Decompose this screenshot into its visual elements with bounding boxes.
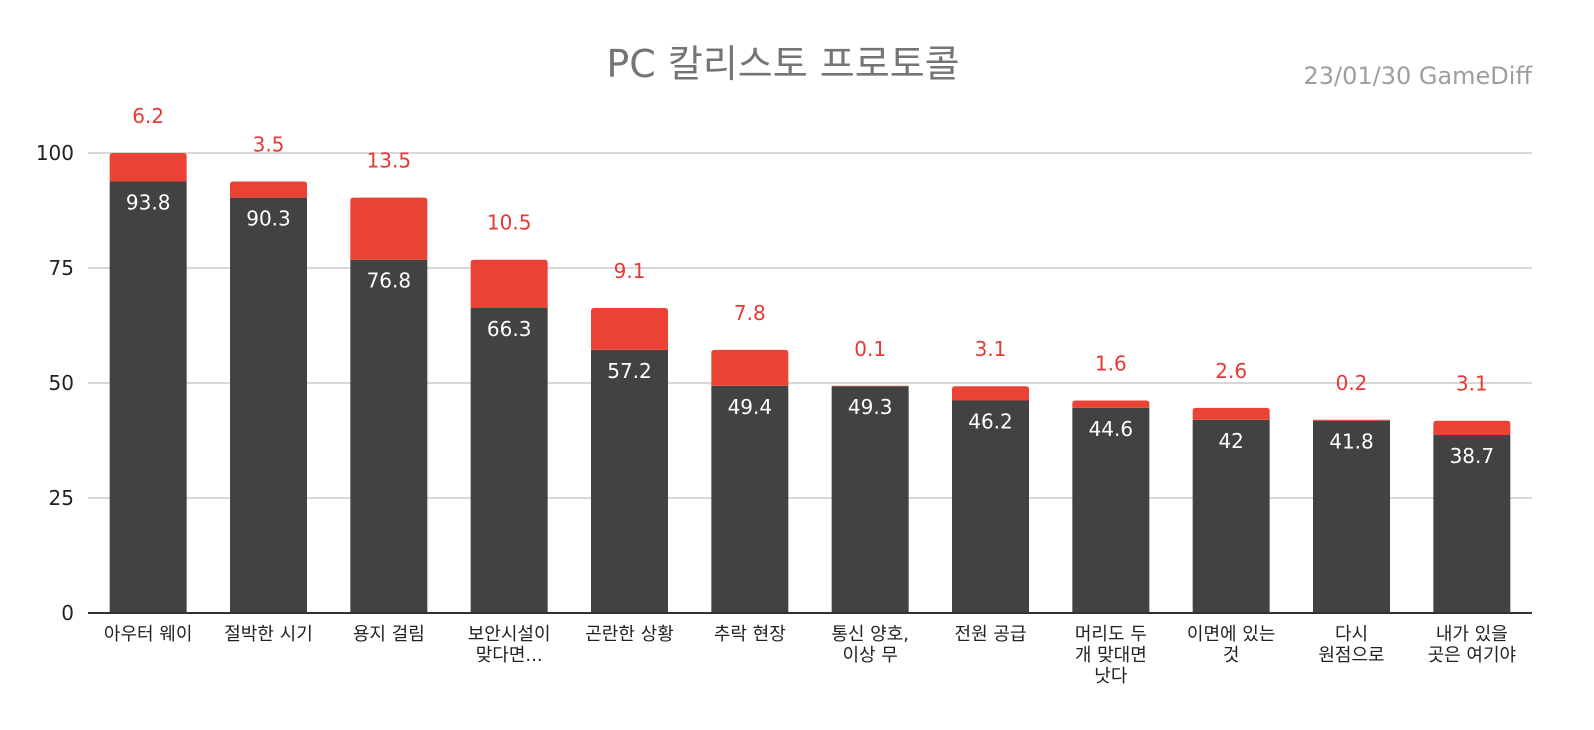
base-value-label: 46.2 [968, 409, 1013, 433]
x-tick-line: 개 맞대면 [1075, 645, 1147, 666]
bar-base-segment [470, 308, 548, 613]
x-tick-line: 원점으로 [1318, 645, 1384, 666]
x-tick-label: 통신 양호, 이상 무 [831, 624, 909, 666]
bar-base-segment [711, 385, 789, 613]
top-value-label: 13.5 [367, 149, 412, 173]
bar-base-segment [1433, 434, 1511, 613]
x-tick-line: 것 [1223, 645, 1240, 666]
grid-lines [88, 152, 1532, 499]
x-tick-label: 추락 현장 [714, 624, 786, 645]
bars [109, 153, 1511, 613]
bar-base-segment [350, 259, 428, 613]
x-tick-line: 추락 현장 [714, 624, 786, 645]
bar-base-segment [1313, 420, 1390, 613]
x-tick-line: 낫다 [1094, 666, 1128, 687]
y-tick-label: 25 [49, 486, 74, 510]
y-tick-label: 75 [49, 256, 74, 280]
x-tick-label: 이면에 있는 것 [1187, 624, 1276, 666]
bar-base-segment [591, 349, 668, 613]
axes: 0 25 50 75 100 아우터 웨이 절박한 시기 용지 걸림 보안시설이 맞다면... 곤란… [36, 141, 1532, 687]
bar-top-segment [1192, 407, 1270, 420]
top-value-label: 0.2 [1336, 371, 1368, 395]
base-value-label: 49.4 [728, 395, 773, 419]
x-tick-label: 용지 걸림 [353, 624, 425, 645]
x-tick-label: 아우터 웨이 [104, 624, 193, 645]
bar-top-segment [952, 386, 1029, 401]
chart-title: PC 칼리스토 프로토콜 [606, 42, 959, 86]
top-value-label: 3.5 [253, 133, 285, 157]
data-labels: 93.8 6.2 90.3 3.5 76.8 13.5 66.3 10.5 57.2 9.1 49.… [126, 104, 1494, 468]
base-value-label: 66.3 [487, 317, 532, 341]
base-value-label: 90.3 [246, 207, 291, 231]
x-tick-label: 내가 있을 곳은 여기야 [1428, 624, 1517, 666]
x-tick-line: 다시 [1335, 624, 1368, 645]
bar-top-segment [230, 181, 307, 198]
y-tick-label: 100 [36, 141, 74, 165]
top-value-label: 9.1 [614, 259, 646, 283]
bar-top-segment [109, 153, 187, 182]
x-tick-line: 보안시설이 [468, 624, 551, 645]
base-value-label: 49.3 [848, 395, 893, 419]
bar-top-segment [1313, 419, 1390, 421]
x-tick-label: 곤란한 상황 [585, 624, 674, 645]
y-tick-label: 50 [49, 371, 74, 395]
top-value-label: 6.2 [132, 104, 164, 128]
x-tick-line: 이면에 있는 [1187, 624, 1276, 645]
x-tick-label: 절박한 시기 [224, 624, 313, 645]
x-tick-line: 아우터 웨이 [104, 624, 193, 645]
top-value-label: 0.1 [854, 337, 886, 361]
bar-top-segment [1433, 420, 1511, 435]
top-value-label: 1.6 [1095, 351, 1127, 375]
x-tick-line: 맞다면... [476, 645, 543, 666]
bar-base-segment [1192, 419, 1270, 613]
chart-subtitle: 23/01/30 GameDiff [1303, 62, 1532, 90]
bar-base-segment [230, 197, 307, 613]
top-value-label: 10.5 [487, 211, 532, 235]
x-tick-line: 곤란한 상황 [585, 624, 674, 645]
bar-base-segment [109, 181, 187, 613]
bar-top-segment [591, 308, 668, 350]
bar-base-segment [831, 386, 909, 613]
top-value-label: 7.8 [734, 301, 766, 325]
base-value-label: 93.8 [126, 191, 171, 215]
base-value-label: 44.6 [1089, 417, 1134, 441]
x-tick-line: 곳은 여기야 [1428, 645, 1517, 666]
x-tick-line: 전원 공급 [955, 624, 1027, 645]
x-tick-line: 이상 무 [842, 645, 897, 666]
y-tick-label: 0 [61, 601, 74, 625]
x-tick-label: 전원 공급 [955, 624, 1027, 645]
bar-top-segment [470, 259, 548, 309]
top-value-label: 3.1 [1456, 372, 1488, 396]
bar-top-segment [711, 349, 789, 386]
x-tick-label: 보안시설이 맞다면... [468, 624, 551, 666]
x-tick-line: 머리도 두 [1075, 624, 1147, 645]
top-value-label: 3.1 [975, 337, 1007, 361]
base-value-label: 57.2 [607, 359, 652, 383]
bar-base-segment [1072, 407, 1150, 613]
base-value-label: 38.7 [1450, 444, 1495, 468]
base-value-label: 42 [1218, 429, 1243, 453]
base-value-label: 41.8 [1329, 430, 1374, 454]
x-tick-label: 다시 원점으로 [1318, 624, 1384, 666]
top-value-label: 2.6 [1215, 359, 1247, 383]
x-tick-line: 용지 걸림 [353, 624, 425, 645]
x-tick-line: 내가 있을 [1436, 624, 1508, 645]
x-tick-line: 통신 양호, [831, 624, 909, 645]
x-tick-line: 절박한 시기 [224, 624, 313, 645]
bar-top-segment [350, 197, 428, 260]
base-value-label: 76.8 [367, 269, 412, 293]
bar-top-segment [1072, 400, 1150, 408]
bar-base-segment [952, 400, 1029, 613]
